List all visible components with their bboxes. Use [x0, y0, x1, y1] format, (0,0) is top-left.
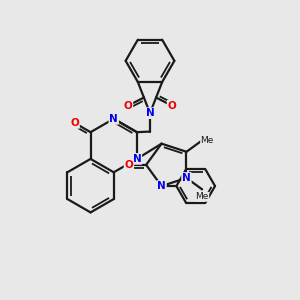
Text: N: N — [182, 173, 191, 183]
Text: O: O — [70, 118, 79, 128]
Text: O: O — [168, 101, 176, 111]
Text: Me: Me — [201, 136, 214, 145]
Text: N: N — [157, 181, 166, 191]
Text: N: N — [146, 108, 154, 118]
Text: O: O — [124, 160, 133, 170]
Text: N: N — [110, 114, 118, 124]
Text: N: N — [133, 154, 141, 164]
Text: O: O — [124, 101, 132, 111]
Text: Me: Me — [195, 192, 209, 201]
